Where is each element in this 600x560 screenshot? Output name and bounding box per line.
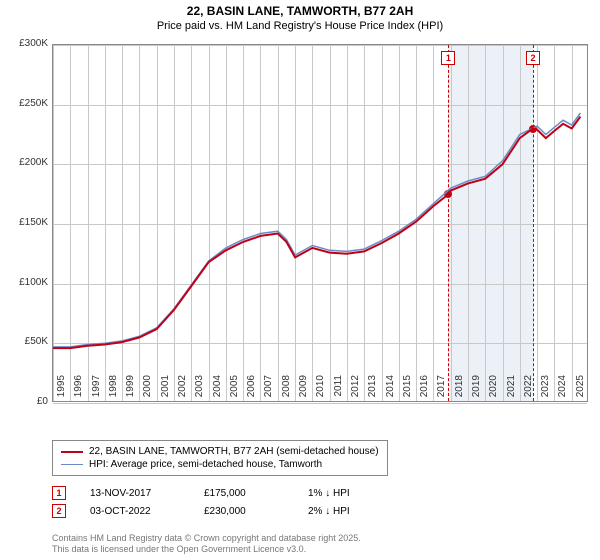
x-axis-label: 2021 <box>506 375 517 405</box>
sale-price: £230,000 <box>204 506 284 517</box>
x-axis-label: 2015 <box>402 375 413 405</box>
x-axis-label: 1999 <box>125 375 136 405</box>
series-hpi <box>53 113 580 347</box>
chart-subtitle: Price paid vs. HM Land Registry's House … <box>0 20 600 38</box>
y-axis-label: £50K <box>0 336 48 347</box>
sale-row: 2 03-OCT-2022 £230,000 2% ↓ HPI <box>52 502 350 520</box>
x-axis-label: 1996 <box>73 375 84 405</box>
sale-date: 13-NOV-2017 <box>90 488 180 499</box>
sale-delta: 2% ↓ HPI <box>308 506 350 517</box>
legend-label: HPI: Average price, semi-detached house,… <box>89 459 322 470</box>
x-axis-label: 2008 <box>281 375 292 405</box>
x-axis-label: 2014 <box>385 375 396 405</box>
sale-index-box: 1 <box>52 486 66 500</box>
legend-swatch <box>61 451 83 453</box>
x-axis-label: 2005 <box>229 375 240 405</box>
sale-price: £175,000 <box>204 488 284 499</box>
sale-date: 03-OCT-2022 <box>90 506 180 517</box>
legend-row: 22, BASIN LANE, TAMWORTH, B77 2AH (semi-… <box>61 445 379 458</box>
x-axis-label: 2016 <box>419 375 430 405</box>
x-axis-label: 2022 <box>523 375 534 405</box>
x-axis-label: 2003 <box>194 375 205 405</box>
x-axis-label: 2017 <box>436 375 447 405</box>
x-axis-label: 2004 <box>212 375 223 405</box>
x-axis-label: 1997 <box>91 375 102 405</box>
footer-attribution: Contains HM Land Registry data © Crown c… <box>52 533 361 556</box>
series-address <box>53 117 580 349</box>
x-axis-label: 2007 <box>263 375 274 405</box>
legend-label: 22, BASIN LANE, TAMWORTH, B77 2AH (semi-… <box>89 446 379 457</box>
x-axis-label: 2023 <box>540 375 551 405</box>
legend-row: HPI: Average price, semi-detached house,… <box>61 458 379 471</box>
plot-area: 12 <box>52 44 588 402</box>
x-axis-label: 2011 <box>333 375 344 405</box>
x-axis-label: 2002 <box>177 375 188 405</box>
x-axis-label: 2025 <box>575 375 586 405</box>
y-axis-label: £100K <box>0 277 48 288</box>
y-axis-label: £200K <box>0 157 48 168</box>
x-axis-label: 1995 <box>56 375 67 405</box>
y-axis-label: £150K <box>0 217 48 228</box>
legend: 22, BASIN LANE, TAMWORTH, B77 2AH (semi-… <box>52 440 388 476</box>
x-axis-label: 2000 <box>142 375 153 405</box>
x-axis-label: 2009 <box>298 375 309 405</box>
series-svg <box>53 45 589 403</box>
legend-swatch <box>61 464 83 466</box>
x-axis-label: 2019 <box>471 375 482 405</box>
x-axis-label: 2024 <box>557 375 568 405</box>
footer-line-2: This data is licensed under the Open Gov… <box>52 544 361 556</box>
y-axis-label: £0 <box>0 396 48 407</box>
sale-index-box: 2 <box>52 504 66 518</box>
y-axis-label: £300K <box>0 38 48 49</box>
chart-title: 22, BASIN LANE, TAMWORTH, B77 2AH <box>0 0 600 20</box>
sale-delta: 1% ↓ HPI <box>308 488 350 499</box>
footer-line-1: Contains HM Land Registry data © Crown c… <box>52 533 361 545</box>
x-axis-label: 2010 <box>315 375 326 405</box>
x-axis-label: 2012 <box>350 375 361 405</box>
x-axis-label: 2020 <box>488 375 499 405</box>
x-axis-label: 2001 <box>160 375 171 405</box>
sale-row: 1 13-NOV-2017 £175,000 1% ↓ HPI <box>52 484 350 502</box>
x-axis-label: 2018 <box>454 375 465 405</box>
sales-table: 1 13-NOV-2017 £175,000 1% ↓ HPI 2 03-OCT-2022… <box>52 484 350 520</box>
x-axis-label: 1998 <box>108 375 119 405</box>
y-axis-label: £250K <box>0 98 48 109</box>
x-axis-label: 2013 <box>367 375 378 405</box>
x-axis-label: 2006 <box>246 375 257 405</box>
